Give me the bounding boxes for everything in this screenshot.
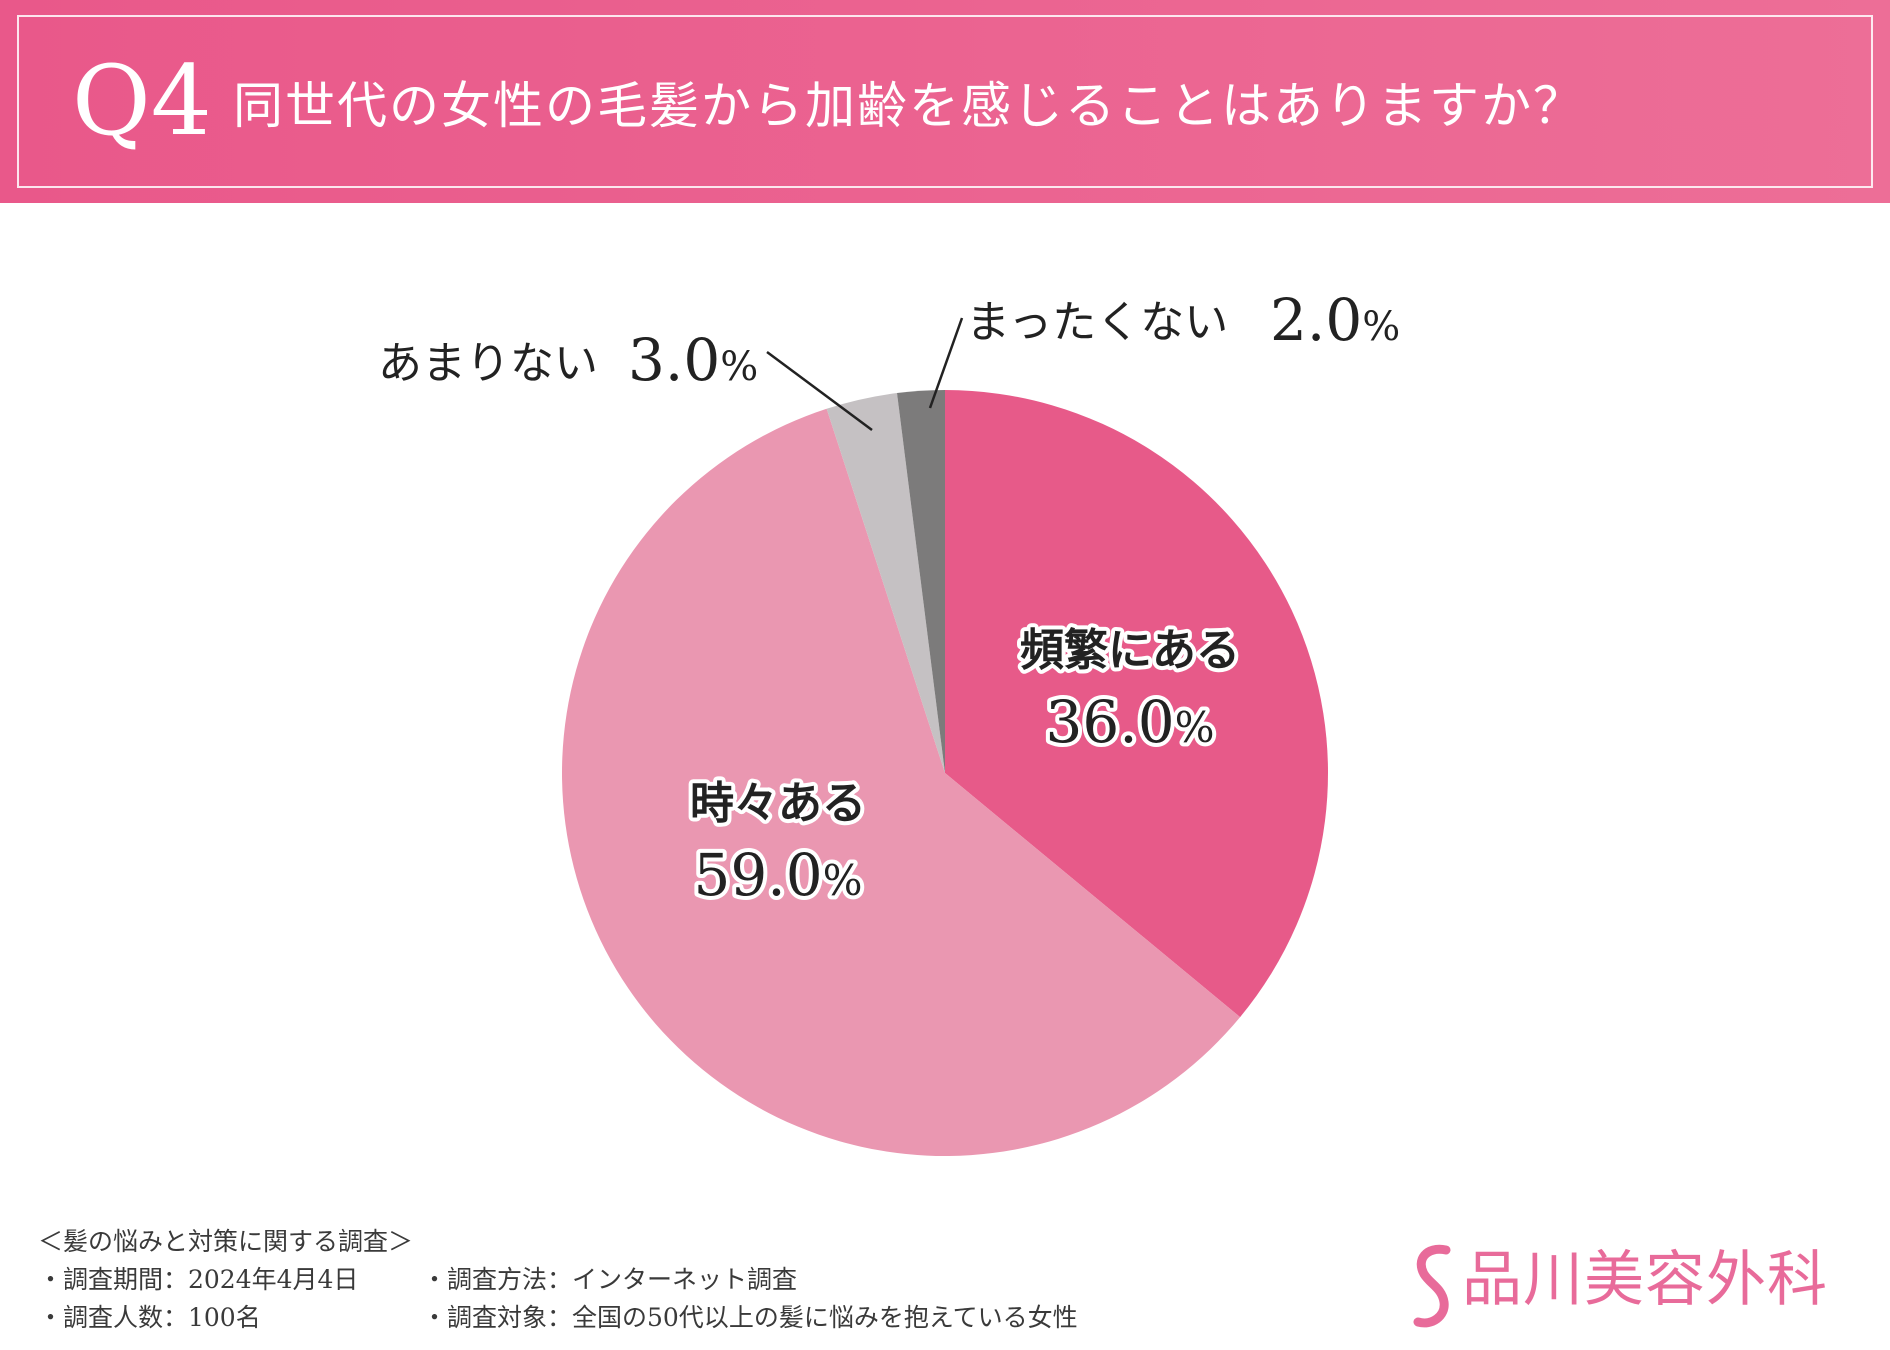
slice-value-frequently: 36.0% bbox=[1045, 688, 1214, 756]
leader-line-never bbox=[928, 317, 964, 409]
pie-slice-rarely bbox=[826, 393, 945, 773]
slice-value-never: 2.0% bbox=[1270, 286, 1400, 354]
slice-value-rarely: 3.0% bbox=[628, 326, 758, 394]
pie-chart: 頻繁にある 36.0% 時々ある 59.0% あまりない 3.0% まったくない 2.0% bbox=[378, 286, 1400, 1157]
slice-label-frequently: 頻繁にある bbox=[1020, 625, 1240, 676]
slice-label-rarely: あまりない bbox=[378, 338, 598, 389]
survey-row-1: ・調査期間：2024年4月4日 ・調査方法：インターネット調査 bbox=[38, 1261, 1238, 1299]
survey-info: ＜髪の悩みと対策に関する調査＞ ・調査期間：2024年4月4日 ・調査方法：インタ… bbox=[38, 1223, 1238, 1337]
survey-period: ・調査期間：2024年4月4日 bbox=[38, 1265, 359, 1294]
header-banner: Q4 同世代の女性の毛髪から加齢を感じることはありますか？ bbox=[0, 0, 1890, 203]
slice-value-sometimes: 59.0% bbox=[693, 841, 862, 909]
pie-slice-never bbox=[896, 390, 945, 773]
pie-slice-sometimes bbox=[561, 408, 1241, 1157]
brand-logo-text: 品川美容外科 bbox=[1462, 1245, 1828, 1315]
header-frame bbox=[17, 15, 1873, 188]
leader-lines bbox=[766, 317, 964, 432]
slice-labels: 頻繁にある 36.0% 時々ある 59.0% あまりない 3.0% まったくない 2.0% bbox=[378, 286, 1400, 913]
question-number: Q4 bbox=[72, 45, 212, 157]
leader-line-rarely bbox=[766, 350, 873, 432]
slice-label-never: まったくない bbox=[966, 297, 1228, 348]
survey-respondents: ・調査人数：100名 bbox=[38, 1303, 261, 1332]
survey-row-2: ・調査人数：100名 ・調査対象：全国の50代以上の髪に悩みを抱えている女性 bbox=[38, 1299, 1238, 1337]
pie-slices bbox=[561, 390, 1328, 1157]
survey-title: ＜髪の悩みと対策に関する調査＞ bbox=[38, 1227, 414, 1256]
brand-logo: 品川美容外科 bbox=[1412, 1238, 1862, 1338]
question-text: 同世代の女性の毛髪から加齢を感じることはありますか？ bbox=[233, 77, 1585, 135]
s-swirl-logo-icon bbox=[1413, 1244, 1451, 1328]
slice-label-sometimes: 時々ある bbox=[690, 778, 866, 829]
survey-target: ・調査対象：全国の50代以上の髪に悩みを抱えている女性 bbox=[422, 1303, 1078, 1332]
survey-method: ・調査方法：インターネット調査 bbox=[422, 1265, 798, 1294]
pie-slice-frequently bbox=[945, 390, 1328, 1018]
